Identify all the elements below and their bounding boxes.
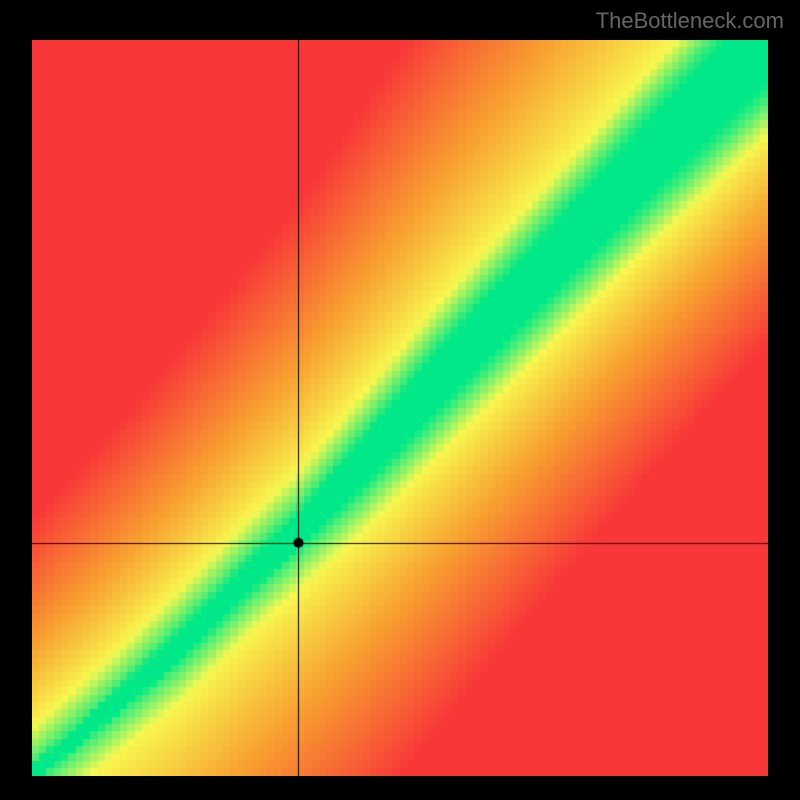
heatmap-canvas xyxy=(32,40,768,776)
watermark-text: TheBottleneck.com xyxy=(596,8,784,34)
chart-container: TheBottleneck.com xyxy=(0,0,800,800)
plot-area xyxy=(32,40,768,776)
